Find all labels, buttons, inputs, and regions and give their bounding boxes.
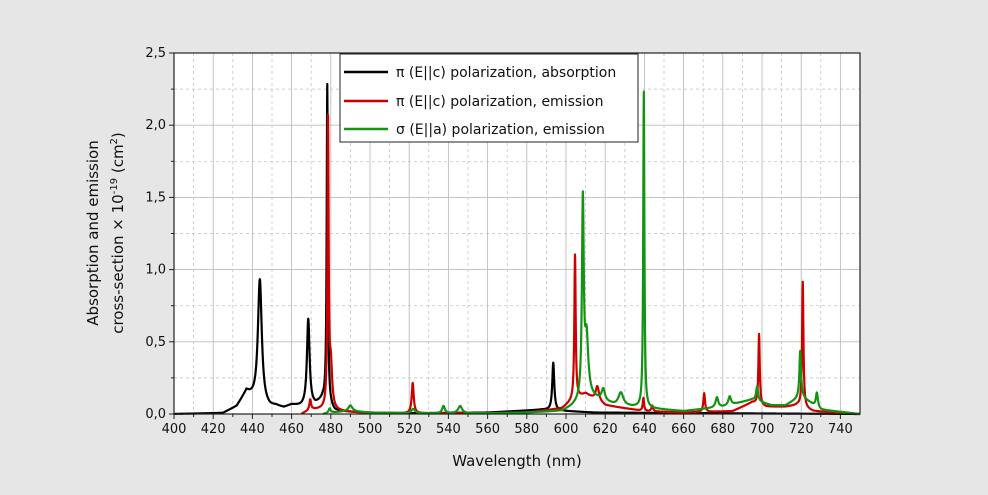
legend-label-sigma-emission: σ (E||a) polarization, emission <box>396 122 605 138</box>
x-tick-label: 600 <box>554 422 579 437</box>
x-tick-label: 420 <box>201 422 226 437</box>
legend-label-absorption: π (E||c) polarization, absorption <box>396 65 616 81</box>
y-axis: 0,0 0,5 1,0 1,5 2,0 2,5 <box>145 46 174 422</box>
x-tick-label: 500 <box>358 422 383 437</box>
legend-box <box>339 53 639 143</box>
x-tick-label: 480 <box>318 422 343 437</box>
x-tick-label: 620 <box>593 422 618 437</box>
x-axis: 400 420 440 460 480 500 520 540 560 580 600 620 640 6… <box>162 414 853 437</box>
y-axis-title-line1: Absorption and emission <box>84 140 102 325</box>
legend-label-pi-emission: π (E||c) polarization, emission <box>396 94 604 110</box>
y-tick-label: 1,5 <box>145 190 166 205</box>
x-tick-label: 540 <box>436 422 461 437</box>
x-tick-label: 440 <box>240 422 265 437</box>
y-tick-label: 2,5 <box>145 46 166 61</box>
x-tick-label: 660 <box>671 422 696 437</box>
x-axis-title: Wavelength (nm) <box>452 452 582 470</box>
y-tick-label: 0,5 <box>145 335 166 350</box>
y-tick-label: 2,0 <box>145 118 166 133</box>
x-tick-label: 400 <box>162 422 187 437</box>
y-axis-title: Absorption and emission cross-section × … <box>84 132 127 334</box>
series-absorption-line <box>173 82 861 416</box>
x-tick-label: 640 <box>632 422 657 437</box>
x-tick-label: 740 <box>828 422 853 437</box>
y-tick-label: 0,0 <box>145 407 166 422</box>
x-tick-label: 520 <box>397 422 422 437</box>
x-tick-label: 680 <box>710 422 735 437</box>
x-tick-label: 560 <box>475 422 500 437</box>
x-tick-label: 720 <box>789 422 814 437</box>
y-tick-label: 1,0 <box>145 263 166 278</box>
legend: π (E||c) polarization, absorption π (E||… <box>339 53 639 143</box>
x-tick-label: 700 <box>750 422 775 437</box>
x-tick-label: 580 <box>514 422 539 437</box>
series-sigma-emission-line <box>322 90 861 416</box>
y-axis-title-line2: cross-section × 10-19 (cm2) <box>109 132 127 334</box>
x-tick-label: 460 <box>279 422 304 437</box>
series-layer <box>173 82 861 416</box>
